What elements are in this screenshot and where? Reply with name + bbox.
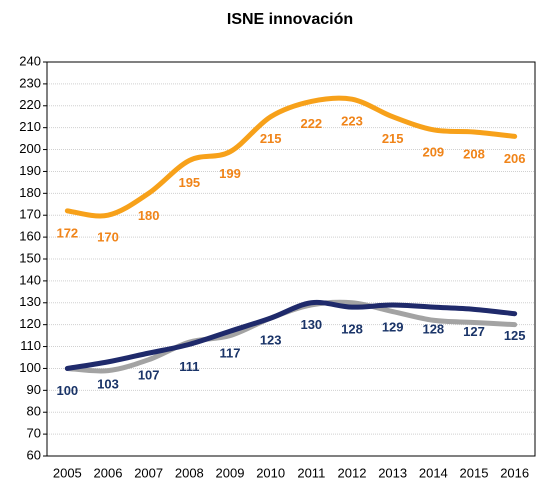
x-tick-label: 2011: [297, 465, 325, 480]
data-label: 215: [382, 131, 404, 146]
data-label: 127: [463, 324, 485, 339]
data-label: 222: [300, 116, 322, 131]
x-tick-label: 2009: [216, 465, 245, 480]
x-tick-label: 2010: [256, 465, 285, 480]
y-tick-label: 80: [27, 404, 41, 419]
data-label: 180: [138, 208, 160, 223]
y-tick-label: 60: [27, 447, 41, 462]
data-label: 208: [463, 146, 485, 161]
y-tick-label: 130: [19, 294, 41, 309]
y-tick-label: 240: [19, 53, 41, 68]
data-label: 172: [56, 225, 78, 240]
x-tick-label: 2016: [500, 465, 529, 480]
y-tick-label: 190: [19, 163, 41, 178]
x-tick-label: 2008: [175, 465, 204, 480]
y-tick-label: 120: [19, 316, 41, 331]
plot-frame: [46, 61, 536, 457]
data-label: 123: [260, 333, 282, 348]
series-line: [64, 299, 518, 371]
x-tick-label: 2013: [378, 465, 407, 480]
y-tick-label: 210: [19, 119, 41, 134]
y-tick-label: 200: [19, 141, 41, 156]
data-label: 130: [300, 317, 322, 332]
x-tick-label: 2014: [419, 465, 448, 480]
data-label: 111: [179, 359, 199, 374]
y-tick-label: 160: [19, 229, 41, 244]
y-tick-label: 70: [27, 426, 41, 441]
y-tick-label: 110: [20, 338, 41, 353]
data-label: 195: [178, 175, 200, 190]
data-label: 223: [341, 114, 363, 129]
data-label: 199: [219, 166, 241, 181]
data-label: 129: [382, 319, 404, 334]
data-label: 206: [504, 151, 526, 166]
data-label: 209: [422, 144, 444, 159]
data-label: 170: [97, 230, 119, 245]
data-label: 125: [504, 328, 526, 343]
y-tick-label: 150: [19, 250, 41, 265]
y-tick-label: 140: [19, 272, 41, 287]
x-tick-label: 2007: [134, 465, 163, 480]
x-tick-label: 2015: [460, 465, 489, 480]
series-line: [64, 95, 518, 219]
y-tick-label: 170: [19, 207, 41, 222]
y-tick-label: 90: [27, 382, 41, 397]
x-tick-label: 2012: [338, 465, 367, 480]
series-line: [64, 299, 518, 374]
y-tick-label: 230: [19, 75, 41, 90]
chart-title: ISNE innovación: [227, 11, 353, 28]
x-tick-label: 2005: [53, 465, 82, 480]
data-label: 128: [341, 322, 363, 337]
data-label: 107: [138, 368, 160, 383]
data-label: 100: [56, 383, 78, 398]
data-label: 215: [260, 131, 282, 146]
y-tick-label: 220: [19, 97, 41, 112]
x-tick-label: 2006: [94, 465, 123, 480]
y-tick-label: 100: [19, 360, 41, 375]
data-label: 128: [422, 322, 444, 337]
data-label: 103: [97, 376, 119, 391]
data-label: 117: [220, 346, 241, 361]
y-tick-label: 180: [19, 185, 41, 200]
